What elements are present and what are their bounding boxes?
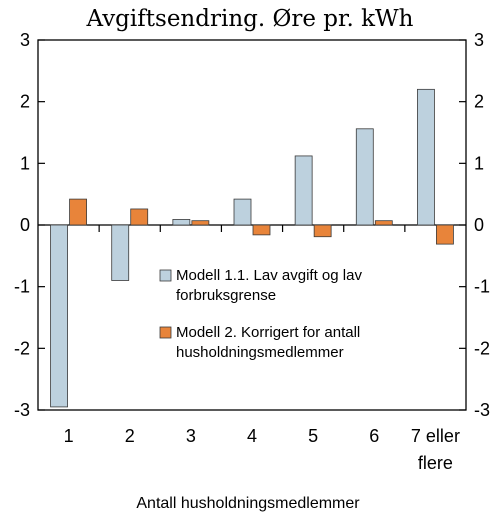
bar-series-1-cat-1 bbox=[50, 224, 68, 408]
bar-series-2-cat-6 bbox=[374, 220, 393, 226]
x-tick-label: 5 bbox=[308, 426, 318, 446]
bar-series-2-cat-1 bbox=[69, 198, 87, 226]
y-tick-label-right: 2 bbox=[474, 92, 484, 112]
y-tick-label-right: 0 bbox=[474, 215, 484, 235]
y-tick-label-right: -3 bbox=[474, 400, 490, 420]
bar-series-2-cat-7 bbox=[436, 224, 454, 245]
x-axis-title: Antall husholdningsmedlemmer bbox=[136, 495, 360, 512]
x-tick-label: 1 bbox=[64, 426, 74, 446]
x-tick-label: 7 eller bbox=[411, 426, 460, 446]
y-tick-label-left: 1 bbox=[20, 153, 30, 173]
y-tick-label-left: -1 bbox=[14, 277, 30, 297]
bar-series-1-cat-7 bbox=[417, 88, 435, 226]
bar-series-2-cat-4 bbox=[252, 224, 271, 236]
x-tick-label: flere bbox=[418, 453, 453, 473]
y-tick-label-right: 1 bbox=[474, 153, 484, 173]
bar-series-1-cat-3 bbox=[172, 219, 191, 226]
x-tick-label: 2 bbox=[125, 426, 135, 446]
x-tick-label: 4 bbox=[247, 426, 257, 446]
y-tick-label-left: 0 bbox=[20, 215, 30, 235]
legend-label-series-1: forbruksgrense bbox=[176, 287, 276, 304]
y-tick-label-right: -1 bbox=[474, 277, 490, 297]
bar-series-2-cat-3 bbox=[191, 220, 210, 226]
bar-series-2-cat-2 bbox=[130, 208, 149, 226]
legend-label-series-1: Modell 1.1. Lav avgift og lav bbox=[176, 267, 362, 284]
legend-swatch-series-2 bbox=[159, 326, 172, 339]
x-tick-label: 3 bbox=[186, 426, 196, 446]
bar-series-1-cat-2 bbox=[111, 224, 130, 281]
plot-area: 3 3 2 2 1 1 0 0 -1 -1 -2 -2 -3 -3 1 2 3 4 5 6 7 eller flere Mo… bbox=[14, 30, 490, 473]
y-tick-label-right: -2 bbox=[474, 338, 490, 358]
y-tick-label-left: 3 bbox=[20, 30, 30, 50]
bar-series-1-cat-5 bbox=[294, 155, 313, 226]
y-tick-label-left: -2 bbox=[14, 338, 30, 358]
bar-series-1-cat-6 bbox=[355, 128, 374, 226]
legend-swatch-series-1 bbox=[159, 269, 172, 282]
legend-label-series-2: husholdningsmedlemmer bbox=[176, 344, 344, 361]
y-tick-label-left: -3 bbox=[14, 400, 30, 420]
chart-title: Avgiftsendring. Øre pr. kWh bbox=[86, 6, 414, 32]
bar-series-2-cat-5 bbox=[313, 224, 332, 238]
x-tick-label: 6 bbox=[369, 426, 379, 446]
y-tick-label-left: 2 bbox=[20, 92, 30, 112]
y-tick-label-right: 3 bbox=[474, 30, 484, 50]
legend-label-series-2: Modell 2. Korrigert for antall bbox=[176, 324, 360, 341]
bar-series-1-cat-4 bbox=[233, 198, 252, 226]
